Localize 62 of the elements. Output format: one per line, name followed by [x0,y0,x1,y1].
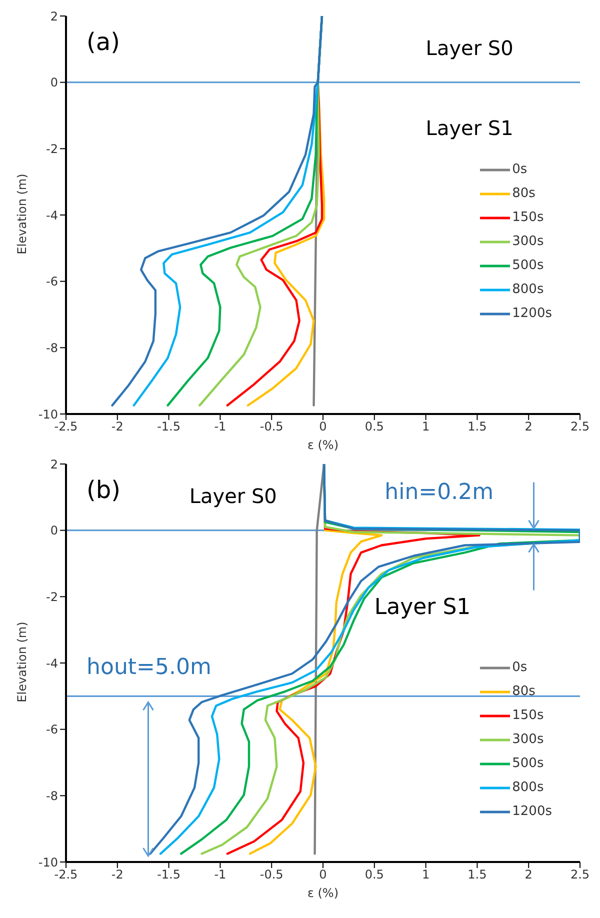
annotation: Layer S0 [189,484,277,508]
y-tick-label: -10 [38,855,58,870]
x-tick-label: 0 [319,868,327,882]
x-tick-label: 1.5 [468,868,487,882]
legend-label: 300s [512,731,544,749]
annotation: (b) [86,476,121,504]
y-tick-label: -4 [46,208,58,222]
annotation: hin=0.2m [384,480,494,505]
x-tick-label: 1 [422,420,430,434]
x-tick-label: 0 [319,420,327,434]
legend-label: 300s [512,233,544,251]
y-tick-label: 0 [50,524,58,538]
legend-label: 150s [512,209,544,227]
x-tick-label: -2 [111,868,124,882]
x-tick-label: -1 [214,868,226,882]
x-tick-label: 0.5 [364,420,384,434]
annotation: Layer S1 [374,595,471,620]
annotation: hout=5.0m [86,655,212,680]
annotation: Layer S1 [426,116,514,140]
y-tick-label: -8 [46,788,58,803]
legend-label: 800s [512,779,544,797]
x-tick-label: 2.5 [570,420,590,434]
x-axis-title: ε (%) [306,438,340,452]
y-tick-label: 0 [50,76,58,90]
legend-label: 500s [512,257,544,275]
y-tick-label: -10 [38,407,58,422]
x-tick-label: -1.5 [157,420,181,434]
x-tick-label: -2.5 [54,420,78,434]
x-tick-label: -1 [214,420,226,434]
y-axis-title: Elevation (m) [15,620,29,704]
y-tick-label: -8 [46,340,58,355]
x-tick-label: 0.5 [364,868,384,882]
annotation: Layer S0 [426,36,514,60]
x-tick-label: 2 [524,420,532,434]
x-tick-label: -1.5 [157,868,181,882]
x-tick-label: -0.5 [260,868,284,882]
legend-label: 1200s [512,803,552,821]
legend-label: 80s [512,185,536,203]
y-axis-title: Elevation (m) [15,172,29,256]
legend-label: 0s [512,161,528,179]
legend-label: 80s [512,683,536,701]
x-tick-label: 2 [524,868,532,882]
y-tick-label: 2 [50,9,58,24]
x-tick-label: 1.5 [468,420,487,434]
x-tick-label: 2.5 [570,868,590,882]
legend-label: 1200s [512,305,552,323]
y-tick-label: -6 [46,274,58,289]
x-tick-label: -2 [111,420,124,434]
legend-label: 800s [512,281,544,299]
legend-label: 150s [512,707,544,725]
annotation: (a) [86,28,120,56]
x-tick-label: 1 [422,868,430,882]
legend-label: 0s [512,659,528,677]
y-tick-label: -6 [46,722,58,737]
x-tick-label: -2.5 [54,868,78,882]
y-tick-label: -4 [46,656,58,670]
y-tick-label: 2 [50,457,58,472]
x-axis-title: ε (%) [306,886,340,900]
y-tick-label: -2 [46,142,58,156]
x-tick-label: -0.5 [260,420,284,434]
y-tick-label: -2 [46,590,58,604]
legend-label: 500s [512,755,544,773]
